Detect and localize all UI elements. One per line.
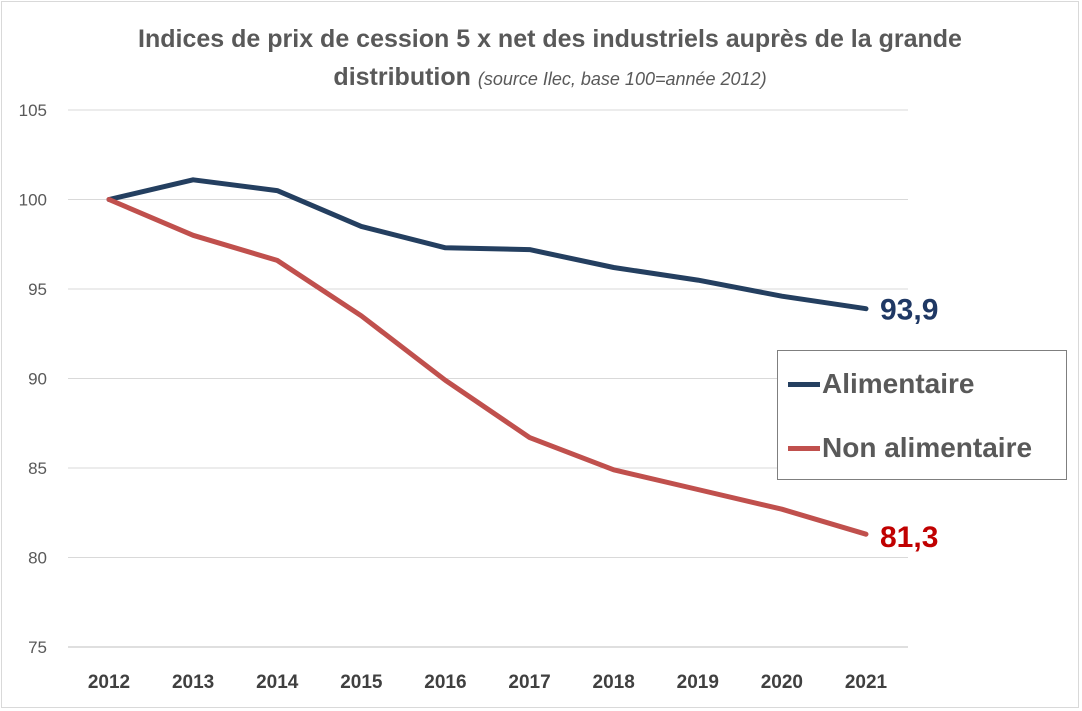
gridlines (68, 109, 908, 648)
y-tick-label: 105 (19, 101, 47, 120)
end-value-label-1: 81,3 (880, 521, 938, 554)
series-line-1 (106, 197, 869, 537)
end-labels: 93,9 81,3 (880, 294, 938, 555)
legend-label-alimentaire: Alimentaire (822, 368, 975, 399)
series-lines (106, 177, 869, 537)
y-tick-label: 100 (19, 191, 47, 210)
series-line-0 (106, 177, 869, 312)
y-tick-label: 75 (28, 638, 47, 657)
x-tick-label: 2020 (761, 672, 803, 693)
x-tick-label: 2018 (593, 672, 635, 693)
legend-swatch-non-alimentaire (788, 445, 820, 451)
x-tick-label: 2016 (424, 672, 466, 693)
x-tick-label: 2014 (256, 672, 299, 693)
y-axis: 105 100 95 90 85 80 75 (19, 101, 47, 657)
x-tick-label: 2012 (88, 672, 130, 693)
legend-swatch-alimentaire (788, 381, 820, 387)
y-tick-label: 95 (28, 280, 47, 299)
x-axis: 2012 2013 2014 2015 2016 2017 2018 2019 2020 2021 (88, 672, 888, 693)
x-tick-label: 2019 (677, 672, 719, 693)
x-tick-label: 2017 (508, 672, 550, 693)
x-tick-label: 2021 (845, 672, 888, 693)
chart-title: Indices de prix de cession 5 x net des i… (60, 20, 1040, 98)
legend: Alimentaire Non alimentaire (777, 350, 1067, 480)
legend-item-alimentaire: Alimentaire (788, 364, 975, 404)
y-tick-label: 85 (28, 459, 47, 478)
y-tick-label: 80 (28, 549, 47, 568)
end-value-label-0: 93,9 (880, 294, 938, 327)
legend-label-non-alimentaire: Non alimentaire (822, 432, 1033, 463)
legend-item-non-alimentaire: Non alimentaire (788, 428, 1032, 468)
title-line-1: Indices de prix de cession 5 x net des i… (138, 25, 962, 53)
x-tick-label: 2013 (172, 672, 214, 693)
chart-subtitle: (source Ilec, base 100=année 2012) (477, 69, 767, 89)
x-tick-label: 2015 (340, 672, 383, 693)
y-tick-label: 90 (28, 370, 47, 389)
title-line-2: distribution (333, 63, 471, 91)
